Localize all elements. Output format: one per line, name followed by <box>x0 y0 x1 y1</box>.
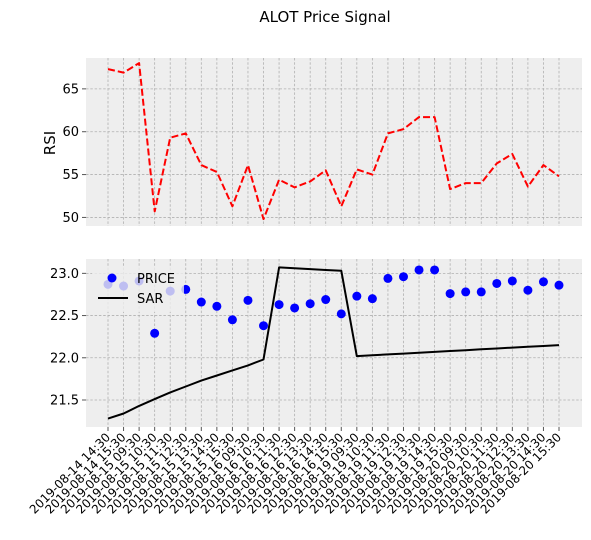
price-ytick-label: 23.0 <box>50 267 79 282</box>
price-point <box>507 276 517 286</box>
rsi-panel: 50 55 60 65 RSI <box>41 58 582 226</box>
price-point <box>212 301 222 311</box>
sar-line <box>107 266 560 420</box>
price-point <box>430 265 440 275</box>
price-point <box>321 295 331 305</box>
price-panel: 21.5 22.0 22.5 23.0 2019-08-14 14:302019-08… <box>27 259 582 517</box>
legend-label-price: PRICE <box>137 272 175 287</box>
price-ytick-label: 22.0 <box>50 351 79 366</box>
price-point <box>227 315 237 325</box>
rsi-y-axis-label: RSI <box>41 131 59 155</box>
rsi-grid <box>86 58 582 226</box>
price-point <box>290 303 300 313</box>
price-ytick-label: 22.5 <box>50 309 79 324</box>
rsi-y-axis: 50 55 60 65 <box>62 82 86 226</box>
price-point <box>336 309 346 319</box>
price-point <box>352 291 362 301</box>
rsi-ytick-label: 55 <box>62 168 79 183</box>
rsi-ytick-label: 60 <box>62 125 79 140</box>
price-point <box>538 277 548 287</box>
price-point <box>492 278 502 288</box>
legend: PRICE SAR <box>92 266 184 312</box>
rsi-line <box>107 62 560 221</box>
rsi-ytick-label: 50 <box>62 211 79 226</box>
price-point <box>554 280 564 290</box>
rsi-series <box>107 62 560 221</box>
price-point <box>414 265 424 275</box>
legend-label-sar: SAR <box>137 292 163 307</box>
figure-title: ALOT Price Signal <box>259 8 390 26</box>
price-point <box>476 287 486 297</box>
price-y-axis: 21.5 22.0 22.5 23.0 <box>50 267 86 408</box>
legend-marker-price <box>107 273 117 283</box>
price-point <box>523 285 533 295</box>
price-series <box>103 265 564 420</box>
rsi-ytick-label: 65 <box>62 82 79 97</box>
price-point <box>274 300 284 310</box>
price-point <box>243 295 253 305</box>
legend-box <box>92 266 184 312</box>
price-point <box>305 299 315 309</box>
rsi-plot-area <box>86 58 582 226</box>
price-ytick-label: 21.5 <box>50 393 79 408</box>
price-point <box>461 287 471 297</box>
price-point <box>398 272 408 282</box>
price-point <box>445 289 455 299</box>
price-point <box>367 294 377 304</box>
price-point <box>196 297 206 307</box>
price-point <box>259 321 269 331</box>
price-point <box>383 273 393 283</box>
price-point <box>150 328 160 338</box>
